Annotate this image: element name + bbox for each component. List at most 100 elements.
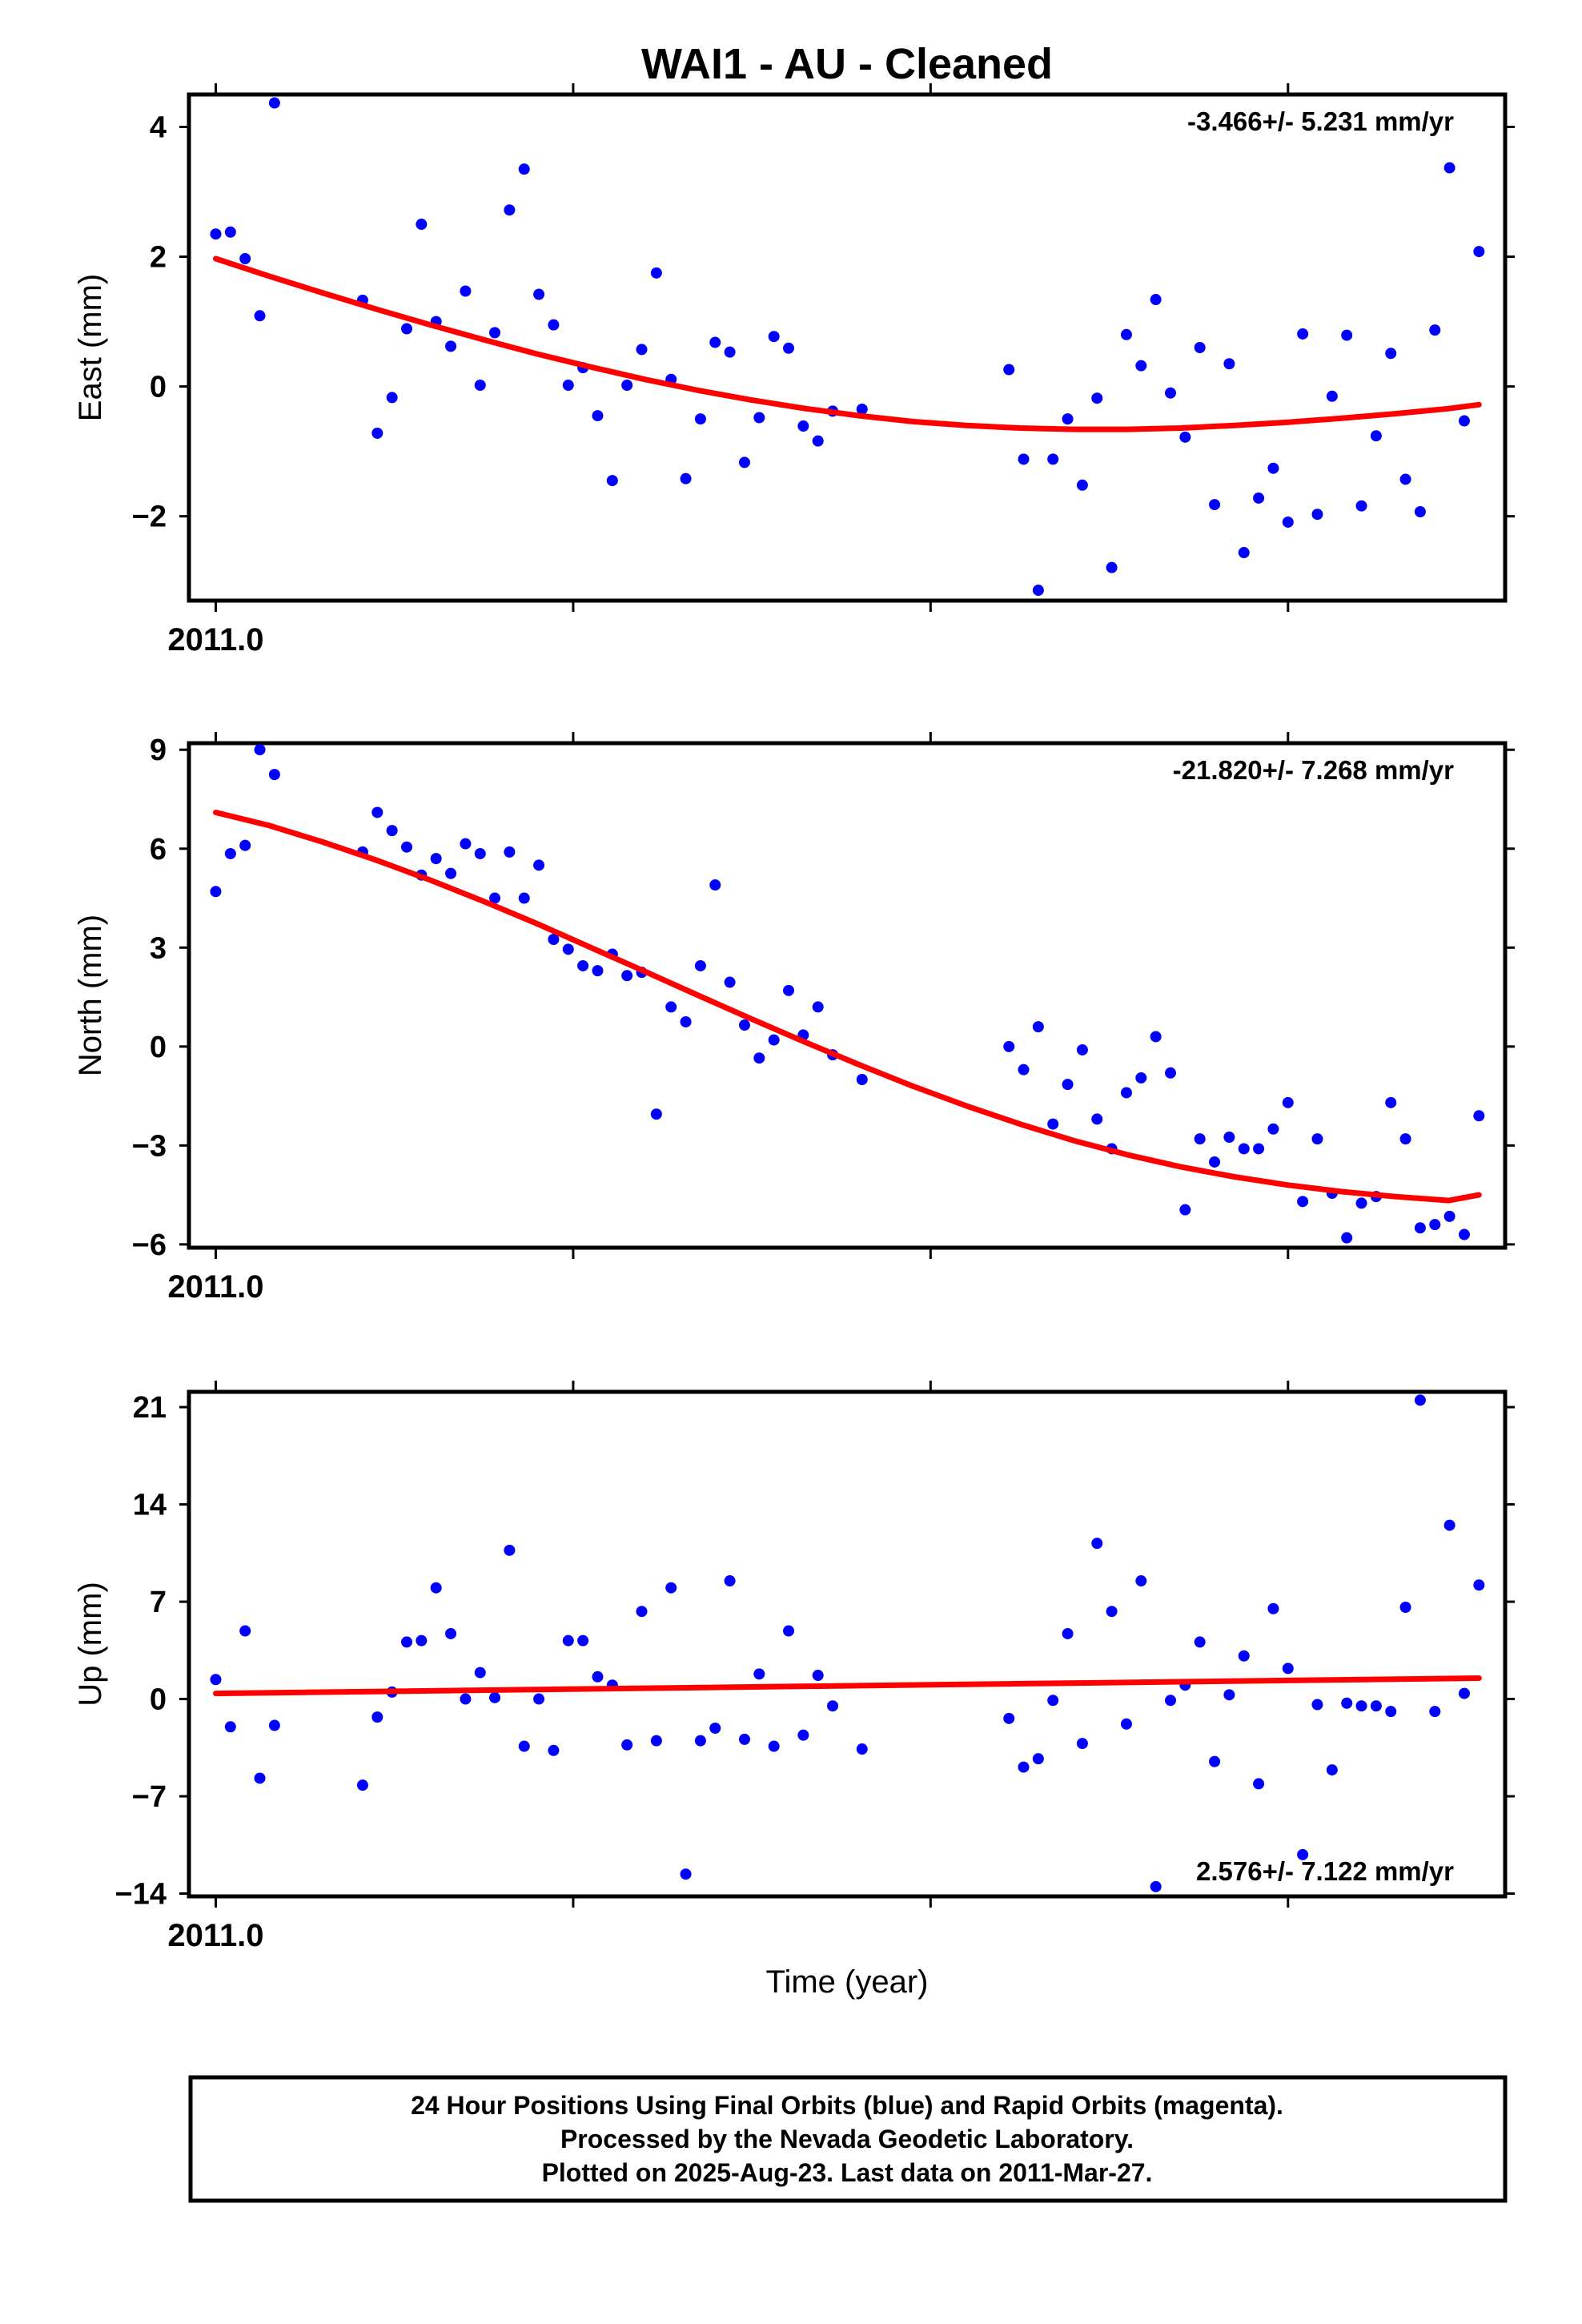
- up-data-point: [1076, 1738, 1088, 1750]
- east-data-point: [1165, 387, 1177, 399]
- up-data-point: [356, 1779, 368, 1791]
- east-data-point: [1003, 364, 1015, 376]
- east-ytick-label: 4: [150, 111, 167, 145]
- up-data-point: [783, 1625, 795, 1637]
- east-data-point: [812, 435, 824, 447]
- east-data-point: [1253, 492, 1265, 504]
- north-data-point: [709, 879, 721, 891]
- up-data-point: [474, 1667, 486, 1679]
- east-data-point: [1194, 342, 1206, 353]
- up-data-point: [1135, 1575, 1147, 1587]
- east-data-point: [797, 420, 809, 432]
- east-data-point: [504, 204, 516, 216]
- north-data-point: [856, 1074, 868, 1085]
- up-data-point: [812, 1670, 824, 1682]
- east-data-point: [548, 319, 560, 331]
- east-data-point: [709, 336, 721, 348]
- north-data-point: [1473, 1110, 1485, 1122]
- east-data-point: [1238, 547, 1250, 559]
- east-frame: [187, 92, 1508, 603]
- north-data-point: [1209, 1156, 1221, 1168]
- north-data-point: [753, 1052, 765, 1064]
- north-data-point: [768, 1034, 780, 1046]
- north-data-point: [1135, 1072, 1147, 1084]
- up-y-axis-label: Up (mm): [73, 1582, 108, 1707]
- north-data-point: [1194, 1133, 1206, 1145]
- up-fit-line: [213, 1675, 1482, 1697]
- east-data-point: [518, 163, 530, 175]
- east-data-point: [1370, 430, 1382, 442]
- x-axis-label: Time (year): [766, 1964, 929, 2000]
- east-data-point: [650, 267, 662, 279]
- up-data-point: [856, 1743, 868, 1755]
- east-data-point: [1223, 358, 1235, 370]
- north-data-point: [783, 984, 795, 996]
- east-fit-line: [213, 255, 1482, 432]
- east-data-point: [694, 413, 706, 425]
- east-data-point: [724, 346, 736, 358]
- up-data-point: [401, 1636, 413, 1648]
- east-data-point: [1062, 413, 1074, 425]
- east-data-point: [636, 344, 648, 356]
- up-data-point: [1429, 1706, 1441, 1718]
- up-data-point: [1370, 1700, 1382, 1712]
- up-data-point: [1238, 1650, 1250, 1662]
- up-data-point: [1209, 1755, 1221, 1767]
- east-data-point: [416, 219, 428, 231]
- north-data-point: [665, 1001, 677, 1013]
- east-data-point: [224, 226, 236, 238]
- north-data-point: [371, 806, 383, 818]
- up-data-point: [430, 1582, 442, 1594]
- east-data-point: [533, 288, 545, 300]
- up-data-point: [709, 1723, 721, 1734]
- north-data-point: [1414, 1222, 1426, 1234]
- north-data-point: [650, 1108, 662, 1120]
- east-ytick-label: 0: [150, 371, 167, 404]
- up-data-point: [1326, 1764, 1338, 1776]
- east-data-point: [254, 310, 266, 322]
- up-data-point: [577, 1634, 589, 1647]
- east-data-point: [371, 427, 383, 439]
- north-data-point: [1091, 1113, 1103, 1125]
- north-data-point: [504, 846, 516, 858]
- up-data-point: [1399, 1602, 1411, 1614]
- up-data-point: [210, 1674, 222, 1686]
- north-data-point: [386, 825, 398, 837]
- up-data-point: [1385, 1706, 1397, 1718]
- north-data-point: [474, 847, 486, 859]
- east-data-point: [239, 252, 251, 264]
- up-ytick-label: 7: [150, 1586, 167, 1619]
- north-data-point: [430, 853, 442, 865]
- north-data-point: [489, 892, 501, 904]
- east-data-point: [1458, 415, 1470, 427]
- up-ytick-label: 21: [133, 1391, 167, 1425]
- north-data-point: [1311, 1133, 1323, 1145]
- north-ytick-label: 6: [150, 833, 167, 866]
- up-data-point: [650, 1735, 662, 1747]
- north-data-point: [254, 744, 266, 756]
- north-data-point: [1062, 1079, 1074, 1091]
- north-ytick-label: −3: [132, 1129, 167, 1163]
- north-data-point: [1355, 1197, 1367, 1209]
- east-data-point: [1282, 516, 1294, 528]
- east-data-point: [1414, 505, 1426, 517]
- north-data-point: [210, 886, 222, 898]
- east-data-point: [460, 285, 472, 297]
- east-data-point: [783, 342, 795, 354]
- north-data-point: [1297, 1196, 1309, 1208]
- north-data-point: [1120, 1087, 1132, 1099]
- east-data-point: [489, 327, 501, 339]
- north-data-point: [518, 892, 530, 904]
- east-data-point: [1150, 294, 1162, 306]
- north-data-point: [1032, 1021, 1044, 1033]
- up-data-point: [1267, 1602, 1279, 1614]
- east-data-point: [1135, 360, 1147, 372]
- north-data-point: [724, 976, 736, 988]
- north-ytick-label: 3: [150, 931, 167, 965]
- up-data-point: [665, 1582, 677, 1594]
- up-data-point: [1165, 1695, 1177, 1707]
- east-data-point: [738, 456, 750, 468]
- up-data-point: [621, 1739, 633, 1751]
- north-data-point: [401, 841, 413, 853]
